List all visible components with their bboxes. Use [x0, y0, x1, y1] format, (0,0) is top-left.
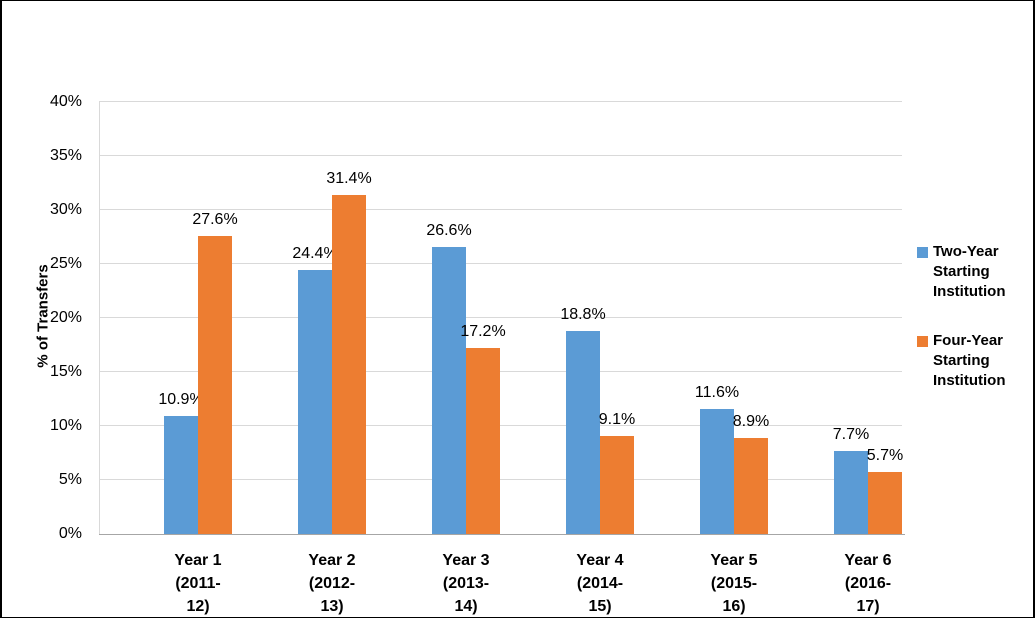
y-tick-label-15%: 15%	[49, 363, 82, 380]
y-tick-label-40%: 40%	[49, 93, 82, 110]
x-category-label-4: Year 4 (2014- 15)	[576, 552, 624, 615]
data-label-two-year-cat4: 18.8%	[560, 305, 606, 323]
bar-two-year-cat4	[566, 330, 600, 534]
y-tick-label-0%: 0%	[58, 525, 82, 542]
gridline-30	[99, 209, 902, 210]
data-label-four-year-cat5: 8.9%	[732, 412, 770, 430]
data-label-four-year-cat6: 5.7%	[866, 447, 904, 465]
bar-four-year-cat5	[734, 437, 768, 534]
data-label-two-year-cat2: 24.4%	[292, 245, 338, 263]
data-label-two-year-cat6: 7.7%	[832, 425, 870, 443]
bar-four-year-cat2	[332, 194, 366, 534]
data-label-two-year-cat5: 11.6%	[694, 383, 740, 401]
y-tick-label-25%: 25%	[49, 255, 82, 272]
bar-four-year-cat6	[868, 472, 902, 534]
legend-label: Four-Year Starting Institution	[933, 332, 1006, 389]
x-category-label-2: Year 2 (2012- 13)	[308, 552, 356, 615]
data-label-four-year-cat4: 9.1%	[598, 410, 636, 428]
gridline-15	[99, 371, 902, 372]
x-category-label-6: Year 6 (2016- 17)	[844, 552, 892, 615]
x-category-label-1: Year 1 (2011- 12)	[174, 552, 222, 615]
data-label-two-year-cat3: 26.6%	[426, 221, 472, 239]
bar-four-year-cat4	[600, 435, 634, 534]
y-tick-label-30%: 30%	[49, 201, 82, 218]
y-tick-label-10%: 10%	[49, 417, 82, 434]
legend-swatch-icon	[917, 247, 928, 258]
gridline-10	[99, 425, 902, 426]
bar-two-year-cat3	[432, 246, 466, 534]
x-category-label-5: Year 5 (2015- 16)	[710, 552, 758, 615]
gridline-5	[99, 479, 902, 480]
y-tick-label-5%: 5%	[58, 471, 82, 488]
x-axis-line	[99, 534, 905, 535]
gridline-20	[99, 317, 902, 318]
plot-area: 10.9% 24.4% 26.6% 18.8% 11.6% 7.7% 27.6% 31.4% 1…	[99, 101, 904, 534]
legend-label: Two-Year Starting Institution	[933, 243, 1006, 300]
bar-two-year-cat6	[834, 450, 868, 534]
bar-four-year-cat3	[466, 348, 500, 534]
legend-item-two-year: Two-Year Starting Institution	[917, 242, 1033, 302]
gridline-35	[99, 155, 902, 156]
gridline-25	[99, 263, 902, 264]
y-axis-line	[99, 102, 100, 534]
data-label-four-year-cat3: 17.2%	[460, 323, 506, 341]
y-tick-label-35%: 35%	[49, 147, 82, 164]
data-label-four-year-cat1: 27.6%	[192, 210, 238, 228]
gridline-40	[99, 101, 902, 102]
legend-item-four-year: Four-Year Starting Institution	[917, 331, 1033, 391]
bar-two-year-cat1	[164, 416, 198, 534]
data-label-four-year-cat2: 31.4%	[326, 169, 372, 187]
bar-four-year-cat1	[198, 235, 232, 534]
x-category-label-3: Year 3 (2013- 14)	[442, 552, 490, 615]
legend: Two-Year Starting Institution Four-Year S…	[917, 242, 1033, 420]
legend-swatch-icon	[917, 336, 928, 347]
bar-two-year-cat2	[298, 270, 332, 534]
data-label-two-year-cat1: 10.9%	[158, 391, 204, 409]
y-tick-label-20%: 20%	[49, 309, 82, 326]
bar-two-year-cat5	[700, 408, 734, 534]
